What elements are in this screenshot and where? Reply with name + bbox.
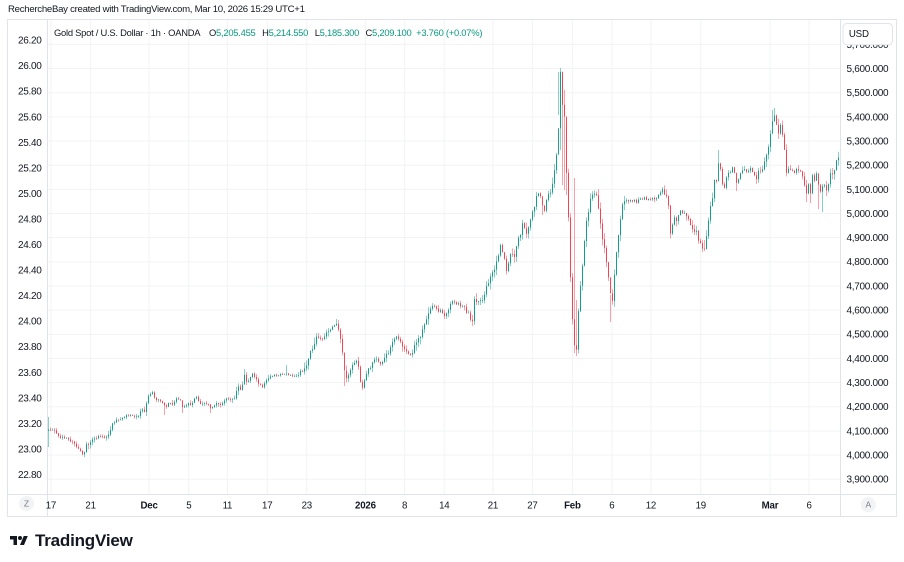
svg-text:4,600.000: 4,600.000 <box>847 306 890 317</box>
svg-text:25.20: 25.20 <box>18 163 42 174</box>
svg-text:4,300.000: 4,300.000 <box>847 378 890 389</box>
svg-text:11: 11 <box>223 500 233 511</box>
svg-text:23.60: 23.60 <box>18 368 42 379</box>
svg-text:4,100.000: 4,100.000 <box>847 426 890 437</box>
svg-text:5,600.000: 5,600.000 <box>847 64 890 75</box>
svg-text:4,900.000: 4,900.000 <box>847 233 890 244</box>
svg-text:25.00: 25.00 <box>18 189 42 200</box>
svg-text:24.60: 24.60 <box>18 240 42 251</box>
svg-text:5,100.000: 5,100.000 <box>847 185 890 196</box>
svg-text:23.80: 23.80 <box>18 342 42 353</box>
svg-text:4,800.000: 4,800.000 <box>847 257 890 268</box>
svg-text:5,500.000: 5,500.000 <box>847 88 890 99</box>
svg-text:27: 27 <box>527 500 537 511</box>
svg-text:Mar: Mar <box>762 500 779 511</box>
svg-text:24.00: 24.00 <box>18 317 42 328</box>
svg-text:4,000.000: 4,000.000 <box>847 451 890 462</box>
svg-text:25.60: 25.60 <box>18 112 42 123</box>
svg-text:23.00: 23.00 <box>18 444 42 455</box>
svg-text:26.20: 26.20 <box>18 36 42 47</box>
svg-text:6: 6 <box>806 500 811 511</box>
svg-text:23.20: 23.20 <box>18 419 42 430</box>
svg-text:6: 6 <box>609 500 614 511</box>
svg-text:23: 23 <box>302 500 312 511</box>
svg-text:USD: USD <box>849 29 869 40</box>
svg-text:24.80: 24.80 <box>18 215 42 226</box>
svg-text:25.80: 25.80 <box>18 87 42 98</box>
svg-text:Feb: Feb <box>564 500 581 511</box>
svg-text:Dec: Dec <box>141 500 159 511</box>
svg-text:5,300.000: 5,300.000 <box>847 136 890 147</box>
svg-text:24.40: 24.40 <box>18 266 42 277</box>
svg-text:A: A <box>865 500 871 510</box>
svg-text:4,700.000: 4,700.000 <box>847 281 890 292</box>
svg-text:26.00: 26.00 <box>18 61 42 72</box>
svg-text:3,900.000: 3,900.000 <box>847 475 890 486</box>
svg-text:Gold Spot / U.S. Dollar · 1h ·: Gold Spot / U.S. Dollar · 1h · OANDA O5,2… <box>54 27 482 38</box>
svg-text:4,400.000: 4,400.000 <box>847 354 890 365</box>
svg-text:21: 21 <box>85 500 95 511</box>
svg-text:22.80: 22.80 <box>18 470 42 481</box>
svg-text:8: 8 <box>402 500 407 511</box>
svg-text:23.40: 23.40 <box>18 393 42 404</box>
svg-text:12: 12 <box>646 500 656 511</box>
svg-text:19: 19 <box>696 500 706 511</box>
svg-text:4,500.000: 4,500.000 <box>847 330 890 341</box>
svg-text:4,200.000: 4,200.000 <box>847 402 890 413</box>
svg-text:25.40: 25.40 <box>18 138 42 149</box>
svg-text:5,400.000: 5,400.000 <box>847 112 890 123</box>
svg-text:14: 14 <box>439 500 450 511</box>
svg-text:24.20: 24.20 <box>18 291 42 302</box>
svg-text:Z: Z <box>24 499 29 509</box>
svg-text:5,000.000: 5,000.000 <box>847 209 890 220</box>
svg-text:21: 21 <box>488 500 498 511</box>
svg-text:2026: 2026 <box>355 500 377 511</box>
svg-text:17: 17 <box>262 500 272 511</box>
svg-text:5: 5 <box>186 500 191 511</box>
svg-text:5,200.000: 5,200.000 <box>847 161 890 172</box>
svg-text:17: 17 <box>46 500 56 511</box>
